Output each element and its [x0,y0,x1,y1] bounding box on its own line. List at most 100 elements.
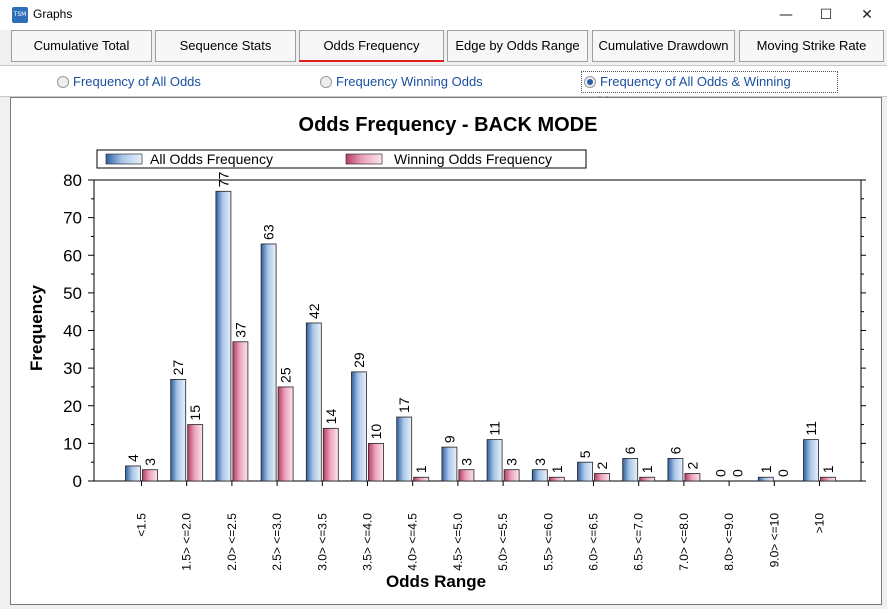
y-tick-label: 0 [73,472,82,491]
chart-title: Odds Frequency - BACK MODE [299,114,598,136]
data-label: 3 [142,458,158,466]
bar-winning-odds [187,424,204,482]
bar-all-odds [486,439,503,482]
tab-sequence-stats[interactable]: Sequence Stats [155,30,296,62]
radio-bar: Frequency of All Odds Frequency Winning … [0,65,887,109]
data-label: 63 [261,224,277,240]
data-label: 0 [730,469,746,477]
x-tick-label: 2.0> <=2.5 [225,513,239,571]
data-label: 3 [458,458,474,466]
radio-frequency-winning-odds[interactable]: Frequency Winning Odds [320,72,483,92]
data-label: 4 [125,454,141,462]
data-label: 37 [232,322,248,338]
radio-label: Frequency of All Odds [73,74,201,89]
bar-winning-odds [277,386,294,482]
data-label: 77 [215,172,231,188]
data-label: 11 [487,421,503,436]
radio-dot [320,76,332,88]
bar-all-odds [125,465,141,482]
data-label: 2 [594,461,610,469]
tab-edge-by-odds-range[interactable]: Edge by Odds Range [447,30,588,62]
radio-frequency-all-odds[interactable]: Frequency of All Odds [57,72,201,92]
bar-all-odds [577,461,593,482]
data-label: 5 [577,450,593,458]
tab-moving-strike-rate[interactable]: Moving Strike Rate [739,30,884,62]
data-label: 25 [278,367,294,383]
radio-dot [57,76,69,88]
y-tick-label: 80 [63,171,82,190]
bar-all-odds [396,416,413,482]
radio-frequency-all-and-winning[interactable]: Frequency of All Odds & Winning Odds [581,71,838,109]
maximize-icon[interactable]: ☐ [819,7,833,23]
window-title: Graphs [33,7,73,21]
legend-swatch-all [105,153,143,165]
close-icon[interactable]: ✕ [861,7,873,23]
x-tick-label: >10 [813,513,827,534]
data-label: 6 [622,446,638,454]
legend-swatch-win [345,153,383,165]
app-icon: TSM [12,7,28,23]
y-axis-label: Frequency [27,284,46,371]
data-label: 3 [504,458,520,466]
data-label: 42 [306,303,322,319]
data-label: 17 [396,397,412,413]
active-tab-indicator [299,60,444,62]
bar-all-odds [531,469,548,482]
x-tick-label: 7.0> <=8.0 [677,513,691,571]
x-tick-label: 1.5> <=2.0 [180,513,194,571]
bar-all-odds [667,458,684,482]
tab-odds-frequency[interactable]: Odds Frequency [299,30,444,62]
data-label: 10 [368,424,384,440]
chart-panel: Odds Frequency - BACK MODE All Odds Freq… [10,97,882,605]
x-tick-label: 5.5> <=6.0 [541,513,555,571]
y-tick-label: 20 [63,397,82,416]
tab-cumulative-total[interactable]: Cumulative Total [11,30,152,62]
bar-winning-odds [639,476,656,482]
data-label: 9 [441,435,457,443]
bars [125,190,836,482]
bar-winning-odds [322,427,339,482]
bar-all-odds [622,458,639,482]
radio-label: Frequency Winning Odds [336,74,483,89]
tab-cumulative-drawdown[interactable]: Cumulative Drawdown [592,30,735,62]
data-label: 3 [532,458,548,466]
data-label: 1 [413,465,429,473]
x-tick-label: <1.5 [135,513,149,537]
legend-label-win: Winning Odds Frequency [394,151,552,167]
x-tick-label: 6.0> <=6.5 [587,513,601,571]
bar-winning-odds [458,469,475,482]
bar-winning-odds [142,469,158,482]
bar-all-odds [441,446,458,482]
plot-frame [93,179,862,482]
legend: All Odds Frequency Winning Odds Frequenc… [96,149,587,169]
bar-winning-odds [503,469,520,482]
data-label: 27 [170,360,186,376]
minimize-icon[interactable]: — [779,7,793,23]
bar-winning-odds [232,341,249,482]
data-label: 1 [758,465,774,473]
x-tick-label: 9.0> <=10 [767,513,781,568]
legend-box [96,149,587,169]
bar-all-odds [757,476,774,482]
y-tick-label: 40 [63,322,82,341]
radio-dot-selected [584,76,596,88]
x-tick-label: 3.0> <=3.5 [315,513,329,571]
x-tick-label: 8.0> <=9.0 [722,513,736,571]
tab-bar: Cumulative Total Sequence Stats Odds Fre… [0,30,887,64]
bar-winning-odds [413,476,430,482]
bar-winning-odds [548,476,565,482]
data-label: 15 [187,405,203,421]
bar-winning-odds [684,473,701,482]
data-label: 14 [323,409,339,425]
data-label: 0 [713,469,729,477]
y-tick-label: 50 [63,284,82,303]
y-tick-label: 60 [63,246,82,265]
x-tick-label: 6.5> <=7.0 [632,513,646,571]
bar-winning-odds [820,476,836,482]
odds-frequency-chart: Odds Frequency - BACK MODE All Odds Freq… [27,114,866,591]
title-bar: TSM Graphs — ☐ ✕ [0,0,887,30]
data-label: 2 [684,461,700,469]
y-tick-label: 10 [63,434,82,453]
